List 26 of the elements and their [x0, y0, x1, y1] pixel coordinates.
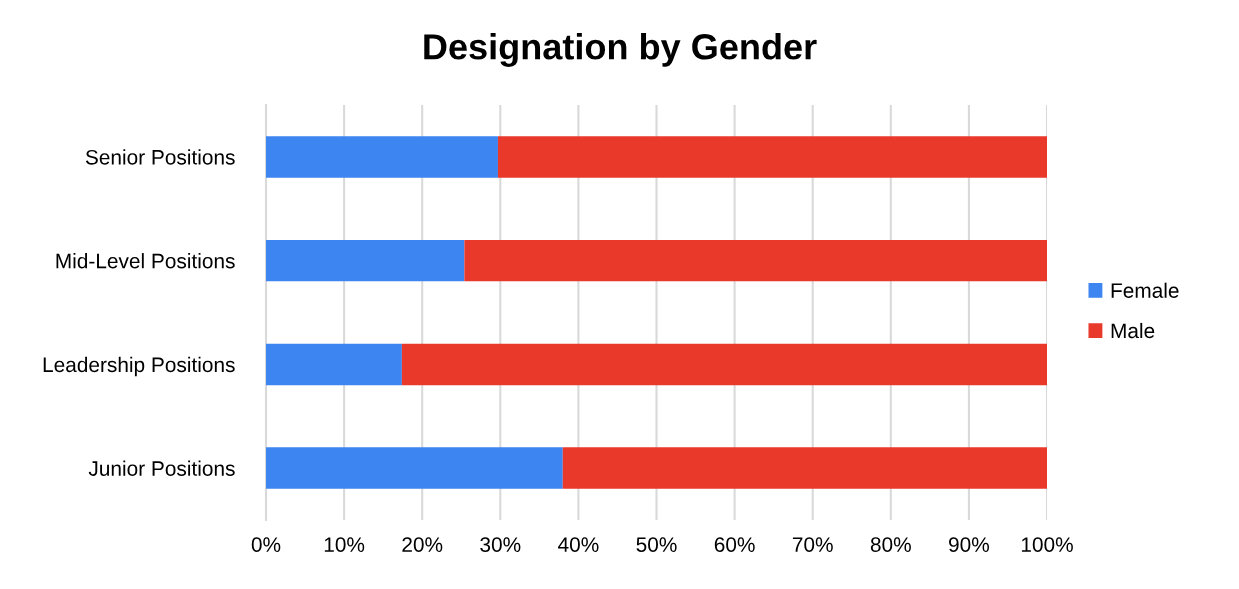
- x-tick-label: 40%: [558, 537, 599, 552]
- x-tick-label: 50%: [636, 537, 677, 552]
- y-tick-label: Leadership Positions: [43, 356, 235, 377]
- legend-label: Female: [1111, 282, 1179, 298]
- y-tick-label: Junior Positions: [88, 460, 235, 476]
- bar: [401, 343, 1047, 386]
- x-tick-label: 100%: [1021, 537, 1073, 552]
- x-tick-label: 20%: [402, 537, 443, 552]
- chart-title: Designation by Gender: [424, 33, 817, 67]
- x-tick-label: 10%: [324, 537, 365, 552]
- x-tick-label: 30%: [480, 537, 521, 552]
- x-tick-label: 80%: [870, 537, 911, 552]
- bar: [266, 447, 563, 489]
- bar: [266, 239, 465, 282]
- y-tick-label: Mid-Level Positions: [56, 253, 235, 269]
- bar: [266, 343, 402, 386]
- x-tick-label: 0%: [251, 537, 281, 552]
- bar: [497, 136, 1047, 178]
- y-tick-label: Senior Positions: [85, 149, 235, 165]
- bar: [562, 447, 1047, 489]
- x-tick-label: 60%: [714, 537, 755, 552]
- legend-label: Male: [1111, 322, 1155, 339]
- bar: [464, 239, 1047, 282]
- bar: [266, 136, 498, 178]
- x-tick-label: 70%: [792, 537, 833, 552]
- x-tick-label: 90%: [949, 537, 990, 552]
